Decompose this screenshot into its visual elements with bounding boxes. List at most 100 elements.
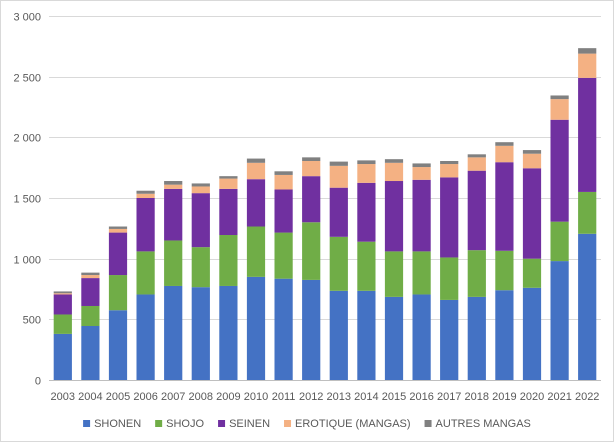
- bar-autres-mangas-2022: [578, 48, 597, 54]
- bar-shonen-2005: [108, 310, 128, 380]
- bar-autres-mangas-2019: [495, 142, 514, 146]
- bar-autres-mangas-2004: [81, 272, 100, 276]
- y-axis-ticks: 0 500 1 000 1 500 2 000 2 500 3 000: [13, 12, 41, 388]
- bar-autres-mangas-2005: [108, 226, 128, 229]
- x-tick-label: 2011: [272, 391, 296, 403]
- x-axis-ticks: 2003 2004 2005 2006 2007 2008 2009 2010 2011 2012…: [51, 391, 600, 403]
- x-tick-label: 2022: [575, 391, 599, 403]
- bar-erotique-mangas-2008: [191, 186, 210, 194]
- bar-shonen-2017: [440, 299, 459, 380]
- gridlines: [49, 16, 601, 320]
- legend-swatch: [83, 420, 91, 427]
- bar-seinen-2022: [578, 77, 597, 192]
- bar-shojo-2003: [53, 314, 72, 334]
- bar-shojo-2010: [246, 226, 266, 277]
- y-tick-label: 2 500: [13, 73, 41, 85]
- legend-label: EROTIQUE (MANGAS): [295, 418, 411, 430]
- bar-shojo-2019: [495, 250, 514, 291]
- bar-autres-mangas-2014: [357, 160, 376, 165]
- bar-seinen-2010: [246, 179, 266, 227]
- bar-seinen-2008: [191, 193, 210, 248]
- bar-shonen-2020: [522, 287, 542, 380]
- bar-seinen-2003: [53, 294, 72, 315]
- bar-seinen-2017: [440, 177, 459, 258]
- bar-autres-mangas-2015: [384, 159, 404, 163]
- bar-erotique-mangas-2014: [357, 164, 376, 183]
- legend-item: AUTRES MANGAS: [424, 418, 531, 430]
- x-tick-label: 2007: [161, 391, 185, 403]
- bar-shojo-2021: [550, 221, 569, 262]
- bar-shonen-2004: [81, 326, 100, 380]
- legend-label: SHOJO: [166, 418, 204, 430]
- bar-seinen-2021: [550, 119, 569, 222]
- bar-shojo-2018: [467, 250, 486, 297]
- bar-shonen-2003: [53, 333, 72, 380]
- y-tick-label: 1 000: [13, 255, 41, 267]
- bar-shojo-2007: [164, 240, 183, 286]
- bar-shonen-2010: [246, 276, 266, 380]
- bar-shojo-2014: [357, 241, 376, 291]
- bar-shonen-2022: [578, 233, 597, 380]
- bar-erotique-mangas-2007: [164, 184, 183, 189]
- bar-seinen-2004: [81, 278, 100, 306]
- x-tick-label: 2006: [133, 391, 157, 403]
- y-tick-label: 3 000: [13, 12, 41, 24]
- bar-erotique-mangas-2012: [302, 160, 321, 177]
- bar-erotique-mangas-2004: [81, 275, 100, 279]
- bar-seinen-2009: [219, 188, 238, 236]
- bar-shonen-2013: [329, 290, 348, 380]
- bar-shojo-2017: [440, 257, 459, 300]
- y-tick-label: 500: [23, 315, 41, 327]
- x-tick-label: 2016: [409, 391, 433, 403]
- legend-item: EROTIQUE (MANGAS): [284, 418, 411, 430]
- bar-shonen-2016: [412, 294, 431, 380]
- x-tick-label: 2021: [547, 391, 571, 403]
- bar-seinen-2018: [467, 170, 486, 251]
- bar-erotique-mangas-2006: [136, 193, 155, 198]
- bar-autres-mangas-2016: [412, 163, 431, 168]
- bar-shojo-2015: [384, 251, 404, 297]
- bar-autres-mangas-2010: [246, 158, 266, 163]
- bar-shojo-2011: [274, 232, 293, 279]
- bars: [53, 48, 597, 380]
- legend-item: SEINEN: [218, 418, 270, 430]
- y-tick-label: 0: [35, 376, 41, 388]
- bar-seinen-2015: [384, 181, 404, 252]
- bar-seinen-2011: [274, 189, 293, 233]
- x-tick-label: 2013: [327, 391, 351, 403]
- x-tick-label: 2009: [216, 391, 240, 403]
- bar-erotique-mangas-2005: [108, 228, 128, 233]
- y-tick-label: 2 000: [13, 133, 41, 145]
- y-tick-label: 1 500: [13, 194, 41, 206]
- x-tick-label: 2008: [189, 391, 213, 403]
- bar-autres-mangas-2018: [467, 154, 486, 158]
- bar-seinen-2012: [302, 176, 321, 223]
- bar-seinen-2007: [164, 188, 183, 241]
- bar-autres-mangas-2020: [522, 150, 542, 154]
- legend-item: SHOJO: [155, 418, 204, 430]
- legend-label: AUTRES MANGAS: [436, 418, 531, 430]
- x-tick-label: 2010: [244, 391, 268, 403]
- bar-shonen-2015: [384, 296, 404, 380]
- bar-erotique-mangas-2021: [550, 99, 569, 120]
- bar-seinen-2005: [108, 232, 128, 276]
- bar-shonen-2012: [302, 279, 321, 380]
- x-tick-label: 2014: [354, 391, 378, 403]
- bar-shonen-2014: [357, 290, 376, 380]
- bar-shonen-2006: [136, 294, 155, 380]
- bar-autres-mangas-2003: [53, 291, 72, 294]
- bar-erotique-mangas-2011: [274, 174, 293, 190]
- x-tick-label: 2005: [106, 391, 130, 403]
- bar-erotique-mangas-2015: [384, 162, 404, 182]
- bar-autres-mangas-2009: [219, 176, 238, 179]
- bar-shonen-2009: [219, 285, 238, 380]
- bar-autres-mangas-2013: [329, 161, 348, 166]
- bar-shonen-2018: [467, 296, 486, 380]
- legend-swatch: [155, 420, 163, 427]
- bar-autres-mangas-2017: [440, 160, 459, 165]
- bar-shonen-2019: [495, 290, 514, 380]
- bar-erotique-mangas-2010: [246, 162, 266, 180]
- bar-erotique-mangas-2017: [440, 164, 459, 178]
